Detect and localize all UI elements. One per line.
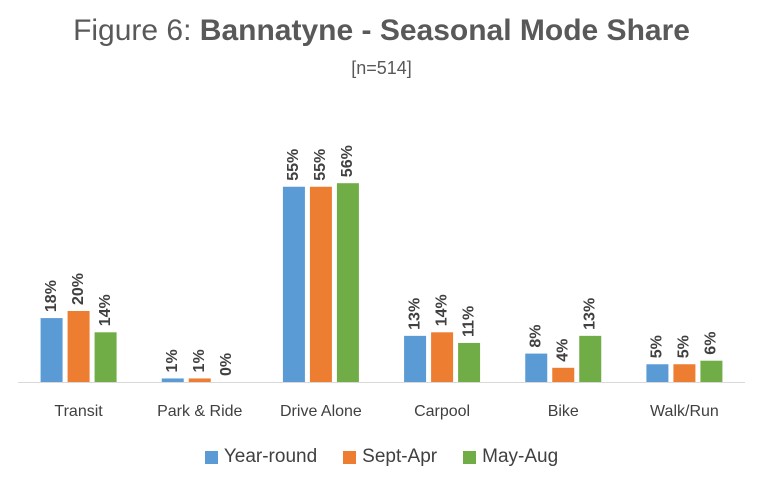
x-tick-label: Park & Ride <box>157 403 242 420</box>
data-label-sept-apr-2: 55% <box>312 149 329 181</box>
data-label-year-round-5: 5% <box>649 335 666 358</box>
data-label-sept-apr-5: 5% <box>676 335 693 358</box>
data-label-year-round-2: 55% <box>285 149 302 181</box>
bar-sept-apr-5 <box>673 364 696 382</box>
data-label-sept-apr-4: 4% <box>554 339 571 362</box>
x-tick-label: Bike <box>548 403 579 420</box>
x-tick-label: Transit <box>54 403 103 420</box>
legend-swatch <box>463 450 477 464</box>
bar-year-round-0 <box>40 318 63 382</box>
legend-swatch <box>343 450 357 464</box>
bar-may-aug-4 <box>579 335 602 382</box>
chart-title-main: Bannatyne - Seasonal Mode Share <box>199 14 690 47</box>
data-label-year-round-3: 13% <box>406 298 423 330</box>
legend-item: Year-round <box>204 446 318 468</box>
bar-year-round-4 <box>525 353 548 382</box>
legend-item: Sept-Apr <box>343 446 437 468</box>
legend-item: May-Aug <box>463 446 558 468</box>
legend-swatch <box>204 450 218 464</box>
data-label-may-aug-0: 14% <box>97 294 114 326</box>
data-label-may-aug-1: 0% <box>218 353 235 376</box>
data-label-sept-apr-0: 20% <box>70 273 87 305</box>
data-label-year-round-1: 1% <box>164 349 181 372</box>
data-label-sept-apr-3: 14% <box>433 294 450 326</box>
data-label-may-aug-4: 13% <box>581 298 598 330</box>
bar-sept-apr-0 <box>67 311 90 382</box>
data-label-sept-apr-1: 1% <box>191 349 208 372</box>
data-label-may-aug-3: 11% <box>460 306 477 337</box>
bar-may-aug-3 <box>458 342 481 382</box>
data-label-may-aug-5: 6% <box>703 332 720 355</box>
legend-label: Sept-Apr <box>362 446 438 467</box>
x-tick-label: Carpool <box>414 403 470 420</box>
chart-title-prefix: Figure 6: <box>73 14 200 47</box>
chart-subtitle: [n=514] <box>351 58 412 78</box>
bar-may-aug-2 <box>336 183 359 382</box>
x-tick-label: Drive Alone <box>280 403 362 420</box>
legend: Year-round Sept-Apr May-Aug <box>0 446 763 468</box>
data-label-year-round-0: 18% <box>43 280 60 312</box>
data-label-may-aug-2: 56% <box>339 145 356 177</box>
legend-label: Year-round <box>223 446 318 467</box>
bar-may-aug-0 <box>94 332 117 382</box>
chart-title: Figure 6: Bannatyne - Seasonal Mode Shar… <box>0 14 763 48</box>
bar-year-round-5 <box>646 364 669 382</box>
bar-sept-apr-3 <box>431 332 454 382</box>
bar-sept-apr-4 <box>552 367 575 382</box>
bar-sept-apr-1 <box>188 378 211 382</box>
x-tick-label: Walk/Run <box>650 403 719 420</box>
bar-year-round-2 <box>282 186 305 382</box>
data-label-year-round-4: 8% <box>527 324 544 347</box>
bar-may-aug-5 <box>700 360 723 382</box>
bar-sept-apr-2 <box>309 186 332 382</box>
bar-year-round-1 <box>161 378 184 382</box>
legend-label: May-Aug <box>482 446 559 467</box>
bar-year-round-3 <box>404 335 427 382</box>
